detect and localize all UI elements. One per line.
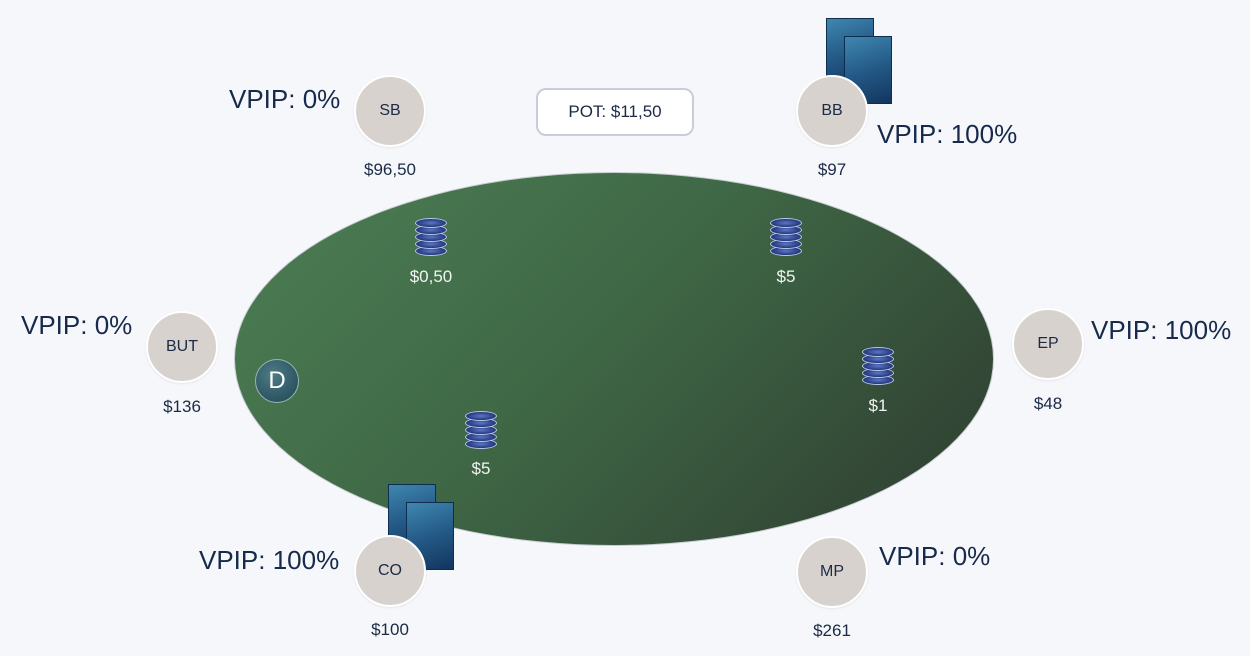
stack-but: $136 [163, 397, 201, 416]
bet-bb: $5 [776, 267, 796, 286]
vpip-co: VPIP: 100% [199, 545, 340, 575]
seat-label: EP [1037, 335, 1059, 352]
seat-co[interactable]: CO [354, 535, 426, 607]
seat-label: BB [821, 102, 843, 119]
bet-ep: $1 [868, 396, 888, 415]
stack-ep: $48 [1033, 394, 1063, 413]
stack-sb: $96,50 [364, 160, 416, 179]
vpip-ep: VPIP: 100% [1091, 315, 1232, 345]
vpip-but: VPIP: 0% [21, 310, 133, 340]
hole-cards-bb [826, 18, 896, 108]
bet-co: $5 [471, 459, 491, 478]
seat-label: CO [378, 562, 402, 579]
seat-sb[interactable]: SB [354, 75, 426, 147]
seat-ep[interactable]: EP [1012, 308, 1084, 380]
seat-label: MP [820, 563, 844, 580]
stack-mp: $261 [813, 621, 851, 640]
pot-label: POT: $11,50 [568, 102, 662, 121]
seat-bb[interactable]: BB [796, 75, 868, 147]
seat-label: BUT [166, 338, 198, 355]
dealer-label: D [268, 367, 286, 394]
vpip-mp: VPIP: 0% [879, 541, 991, 571]
chip-stack-icon [858, 347, 898, 387]
dealer-button: D [255, 359, 299, 403]
vpip-sb: VPIP: 0% [229, 84, 341, 114]
chip-stack-icon [766, 218, 806, 258]
pot-display: POT: $11,50 [536, 88, 694, 136]
seat-but[interactable]: BUT [146, 311, 218, 383]
chip-stack-icon [461, 411, 501, 451]
seat-mp[interactable]: MP [796, 536, 868, 608]
stack-bb: $97 [817, 160, 847, 179]
card-back-icon [844, 36, 892, 104]
bet-sb: $0,50 [409, 267, 453, 286]
stack-co: $100 [371, 620, 409, 639]
seat-label: SB [379, 102, 401, 119]
chip-stack-icon [411, 218, 451, 258]
vpip-bb: VPIP: 100% [877, 119, 1018, 149]
